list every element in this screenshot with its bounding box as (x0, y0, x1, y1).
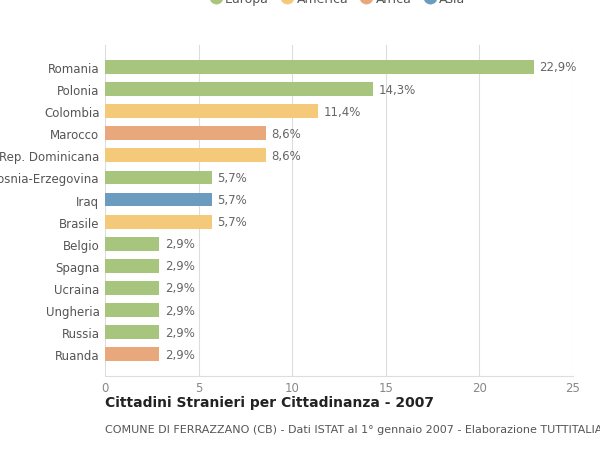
Text: 2,9%: 2,9% (165, 348, 195, 361)
Text: 5,7%: 5,7% (217, 216, 247, 229)
Bar (105, 149, 266, 163)
Text: COMUNE DI FERRAZZANO (CB) - Dati ISTAT al 1° gennaio 2007 - Elaborazione TUTTITA: COMUNE DI FERRAZZANO (CB) - Dati ISTAT a… (105, 425, 600, 434)
Bar (105, 105, 319, 119)
Text: 8,6%: 8,6% (272, 150, 301, 162)
Text: 2,9%: 2,9% (165, 326, 195, 339)
Bar (105, 347, 159, 361)
Text: 5,7%: 5,7% (217, 194, 247, 207)
Bar (105, 193, 212, 207)
Bar (105, 303, 159, 317)
Bar (105, 83, 373, 97)
Bar (105, 171, 212, 185)
Text: 2,9%: 2,9% (165, 238, 195, 251)
Text: 22,9%: 22,9% (539, 61, 577, 74)
Text: 5,7%: 5,7% (217, 172, 247, 185)
Text: 2,9%: 2,9% (165, 304, 195, 317)
Text: 11,4%: 11,4% (324, 106, 361, 118)
Text: Cittadini Stranieri per Cittadinanza - 2007: Cittadini Stranieri per Cittadinanza - 2… (105, 395, 434, 409)
Legend: Europa, America, Africa, Asia: Europa, America, Africa, Asia (212, 0, 466, 6)
Bar (105, 325, 159, 339)
Text: 2,9%: 2,9% (165, 282, 195, 295)
Text: 14,3%: 14,3% (379, 84, 416, 96)
Bar (105, 61, 533, 75)
Bar (105, 259, 159, 273)
Bar (105, 215, 212, 229)
Bar (105, 237, 159, 251)
Bar (105, 127, 266, 141)
Text: 8,6%: 8,6% (272, 128, 301, 140)
Bar (105, 281, 159, 295)
Text: 2,9%: 2,9% (165, 260, 195, 273)
